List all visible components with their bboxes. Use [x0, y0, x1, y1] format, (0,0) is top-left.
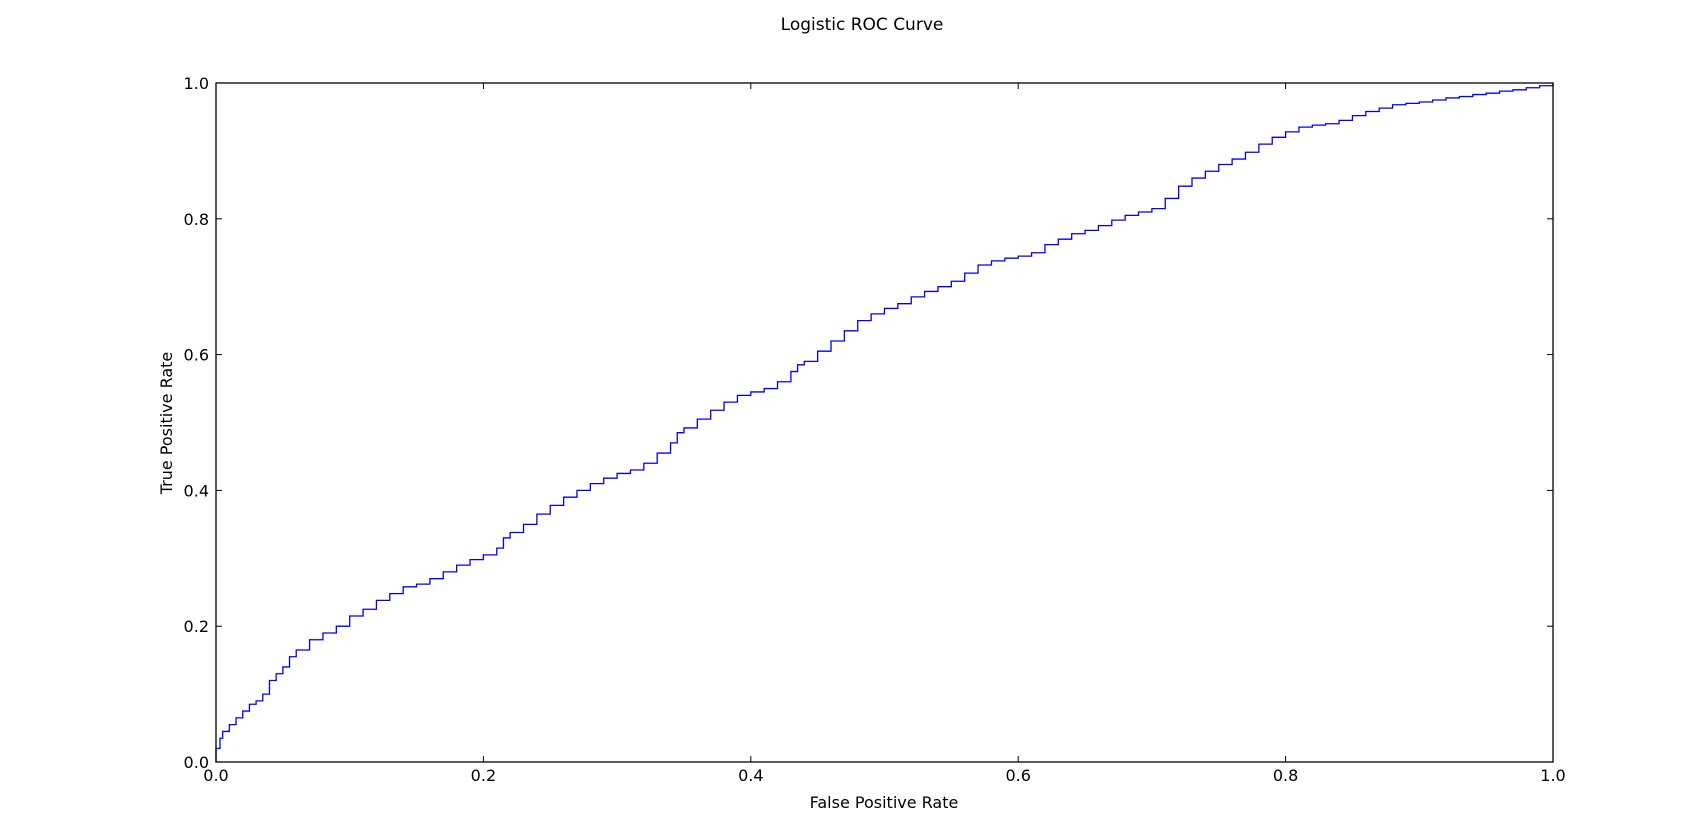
x-tick-label: 0.2 [471, 766, 496, 785]
chart-title: Logistic ROC Curve [781, 15, 944, 35]
x-axis-label: False Positive Rate [810, 793, 959, 812]
y-tick-label: 0.4 [184, 481, 209, 500]
y-tick-label: 0.0 [184, 753, 209, 772]
x-tick-label: 0.0 [203, 766, 228, 785]
axes-frame [215, 82, 1554, 763]
plot-area: 0.0 0.2 0.4 0.6 0.8 1.0 0.0 0.2 0.4 0.6 0.8 1.0 [184, 74, 1566, 785]
x-tick-label: 0.6 [1005, 766, 1030, 785]
y-tick-label: 0.2 [184, 617, 209, 636]
roc-curve-line [215, 83, 1554, 762]
y-tick-label: 0.8 [184, 210, 209, 229]
x-tick-label: 0.8 [1273, 766, 1298, 785]
x-axis-ticks: 0.0 0.2 0.4 0.6 0.8 1.0 [203, 83, 1566, 785]
y-tick-label: 1.0 [184, 74, 209, 93]
y-axis-label: True Positive Rate [157, 352, 176, 496]
y-tick-label: 0.6 [184, 346, 209, 365]
x-tick-label: 0.4 [738, 766, 763, 785]
x-tick-label: 1.0 [1540, 766, 1565, 785]
